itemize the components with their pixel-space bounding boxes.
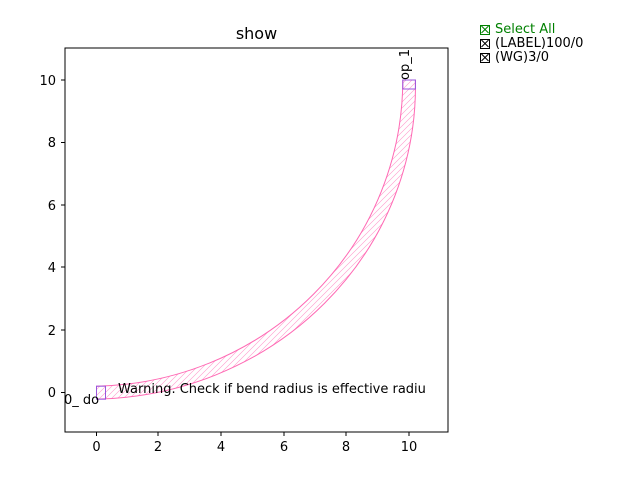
x-tick-label: 4 — [217, 440, 225, 455]
x-tick-label: 6 — [280, 440, 288, 455]
y-tick-label: 2 — [48, 324, 56, 339]
y-axis: 0 2 4 6 8 10 — [39, 74, 65, 401]
x-tick-label: 2 — [154, 440, 162, 455]
select-all-label: Select All — [495, 22, 556, 37]
select-all-toggle[interactable]: Select All — [480, 23, 583, 37]
axes-frame — [64, 47, 449, 433]
warning-label: Warning. Check if bend radius is effecti… — [118, 382, 426, 397]
waveguide-bend — [96, 79, 416, 400]
port-op1-box — [402, 79, 416, 90]
y-tick-label: 10 — [39, 74, 56, 89]
checkbox-icon — [480, 53, 490, 63]
y-tick-label: 0 — [48, 386, 56, 401]
x-axis: 0 2 4 6 8 10 — [92, 432, 417, 455]
layer-label: (WG)3/0 — [495, 50, 549, 65]
y-tick-label: 8 — [48, 136, 56, 151]
port-o1-box — [96, 385, 106, 400]
checkbox-icon — [480, 25, 490, 35]
port-op1-label: op_1 — [398, 49, 413, 80]
port-o1-fragment: 0_ do — [64, 393, 99, 408]
layer-legend: Select All (LABEL)100/0 (WG)3/0 — [480, 23, 583, 65]
y-tick-label: 4 — [48, 261, 56, 276]
x-tick-label: 8 — [342, 440, 350, 455]
x-tick-label: 10 — [401, 440, 418, 455]
layer-label: (LABEL)100/0 — [495, 36, 584, 51]
x-tick-label: 0 — [92, 440, 100, 455]
layer-toggle-label[interactable]: (LABEL)100/0 — [480, 37, 583, 51]
checkbox-icon — [480, 39, 490, 49]
y-tick-label: 6 — [48, 199, 56, 214]
plot-title: show — [235, 24, 278, 43]
layer-toggle-wg[interactable]: (WG)3/0 — [480, 51, 583, 65]
